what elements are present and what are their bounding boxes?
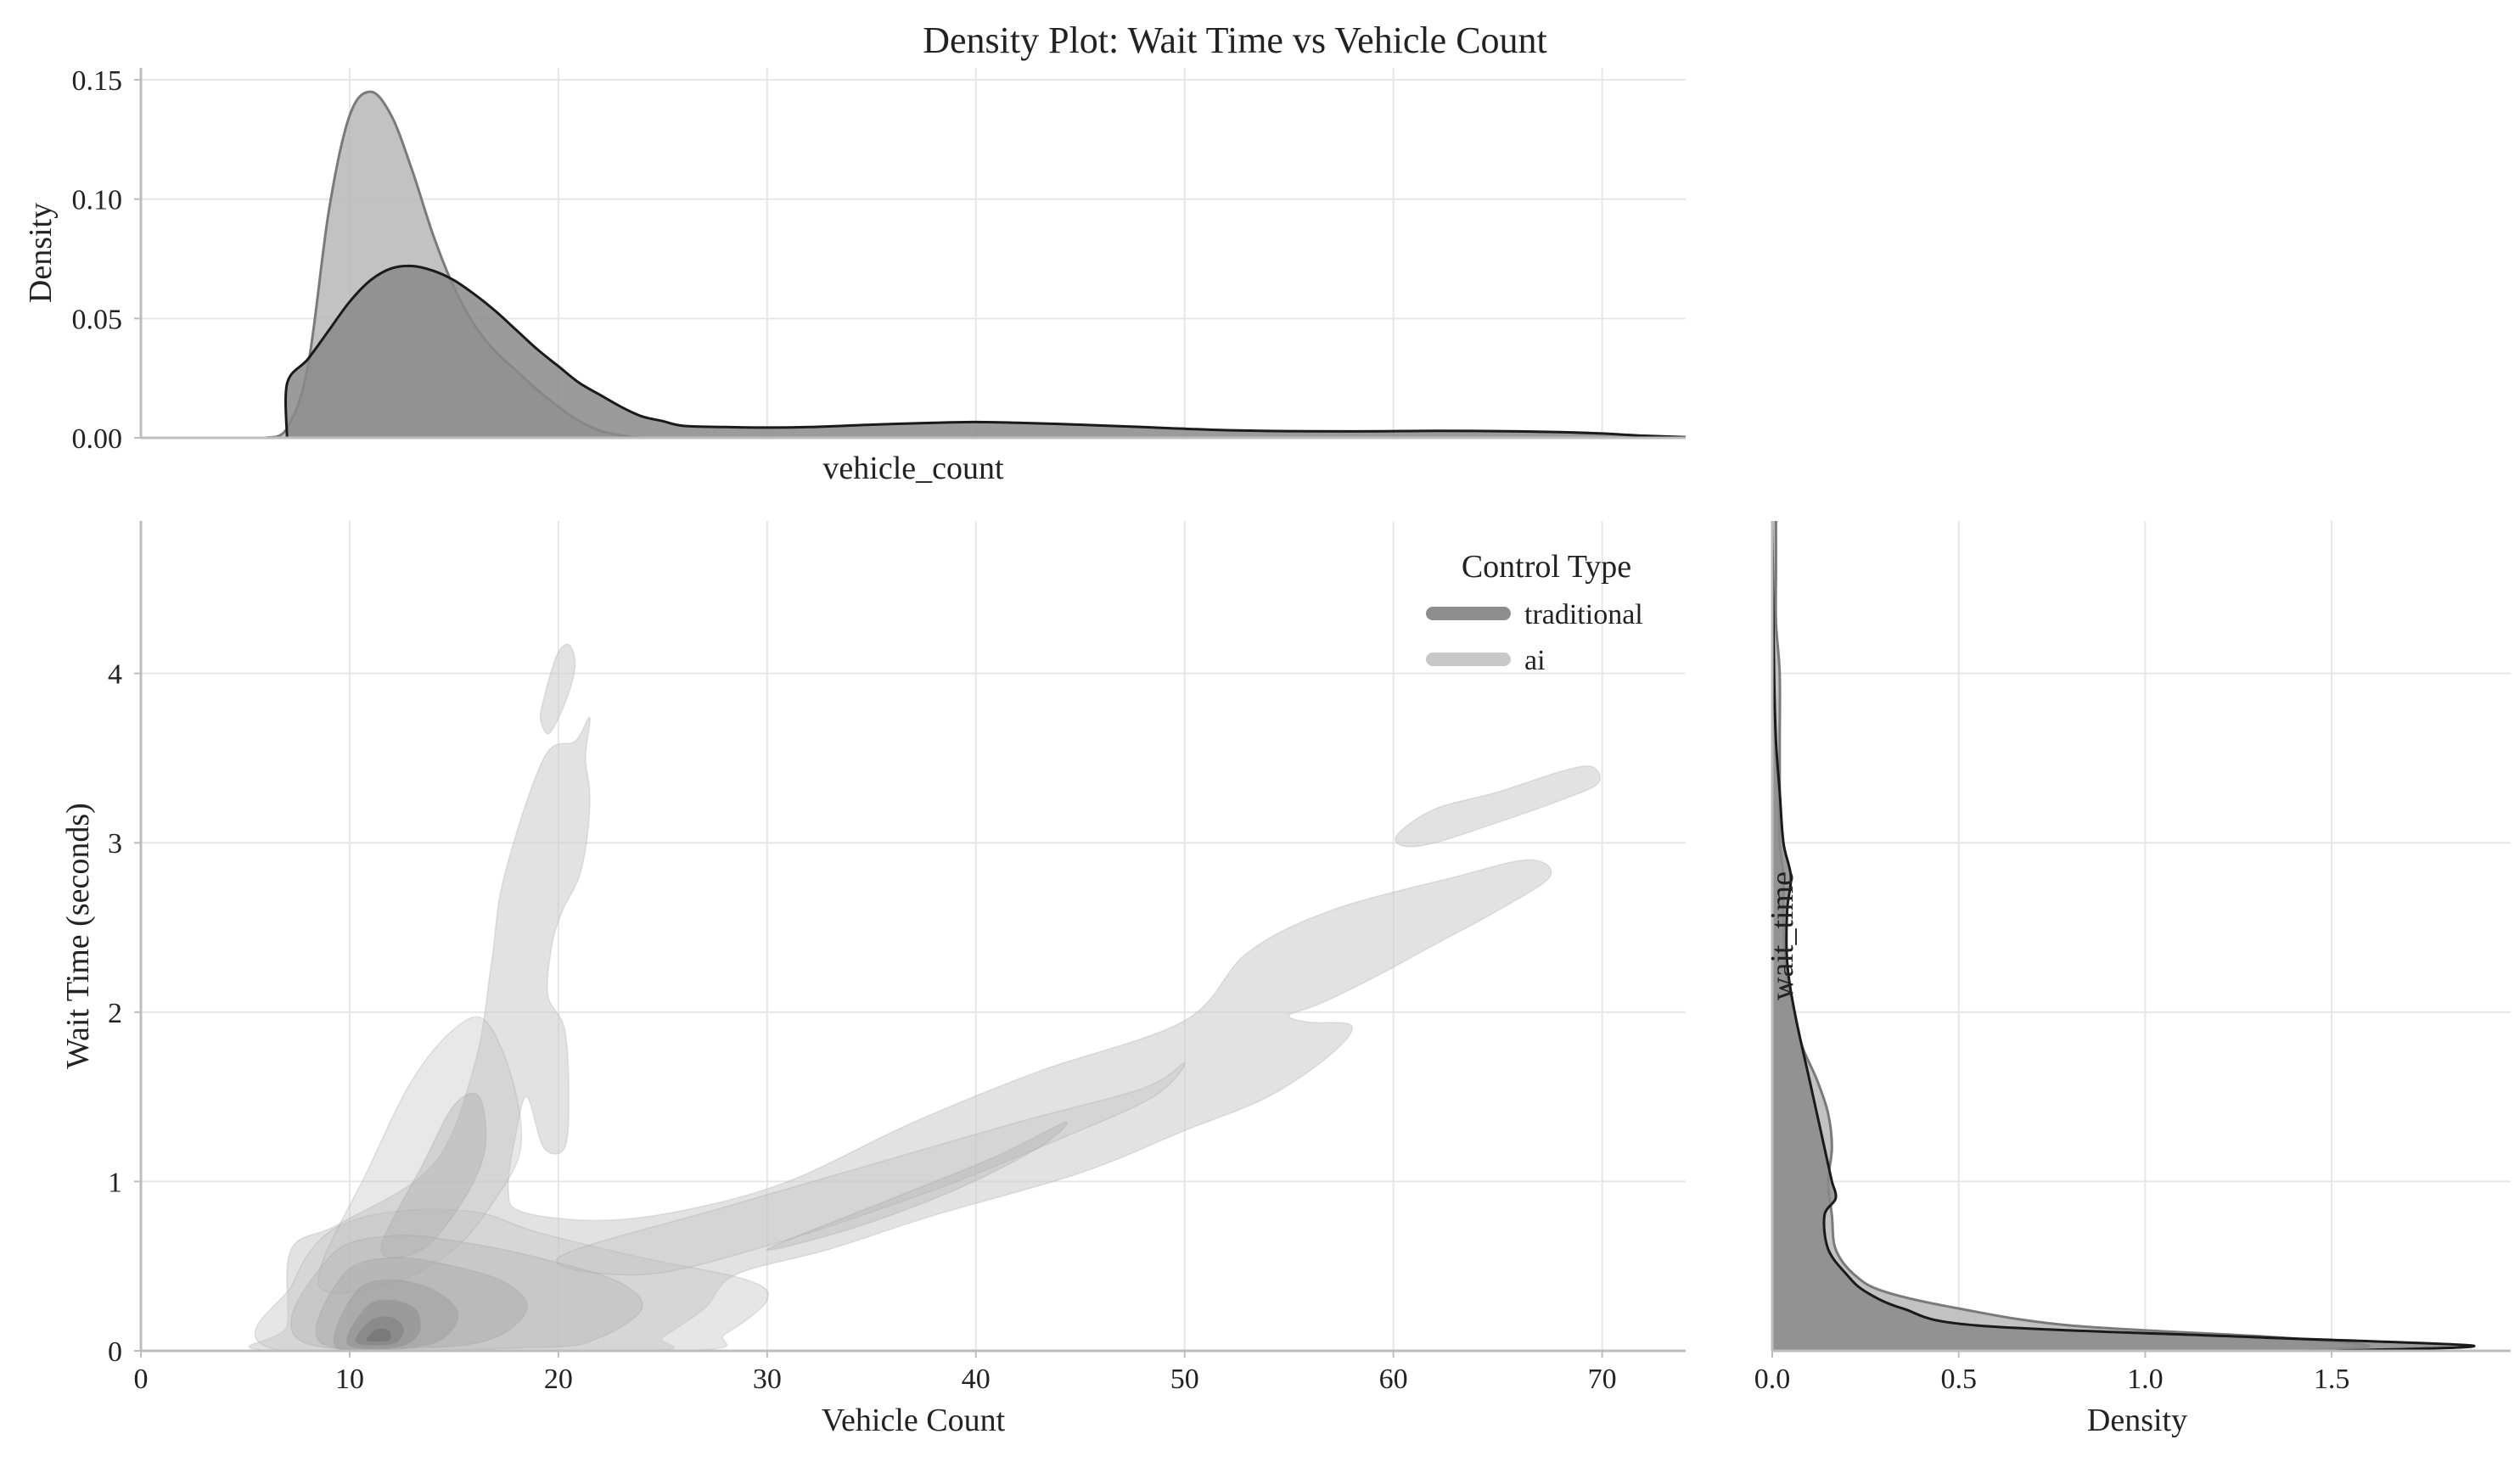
- joint-x-tick-label: 0: [134, 1364, 149, 1395]
- right-x-axis-label: Density: [2087, 1403, 2187, 1438]
- right-x-tick-label: 0.5: [1940, 1364, 1977, 1395]
- kde-contour-right-blob: [1395, 765, 1601, 848]
- right-x-ticks: 0.0 0.5 1.0 1.5: [1754, 1351, 2350, 1395]
- kde-contour-outer-main: [248, 716, 1552, 1351]
- top-density-fill-traditional: [285, 266, 1686, 438]
- right-density-line-traditional: [1772, 521, 2476, 1351]
- kde-contour-core-6: [365, 1327, 393, 1343]
- joint-y-tick-label: 0: [108, 1336, 122, 1368]
- top-density-line-traditional: [284, 264, 1686, 438]
- right-density-fill-ai: [1772, 521, 2370, 1351]
- top-density-areas: [265, 90, 1686, 438]
- joint-x-tick-label: 50: [1170, 1364, 1199, 1395]
- joint-y-tick-label: 2: [108, 998, 122, 1029]
- joint-x-tick-label: 20: [544, 1364, 573, 1395]
- legend: Control Type traditional ai: [1426, 549, 1643, 676]
- joint-x-tick-label: 30: [753, 1364, 782, 1395]
- joint-y-ticks: 0 1 2 3 4: [108, 659, 141, 1368]
- right-x-tick-label: 1.0: [2127, 1364, 2164, 1395]
- top-marginal-panel: 0.00 0.05 0.10 0.15 Density vehicle_count: [23, 65, 1686, 486]
- kde-contour-vertical-band: [317, 1016, 523, 1294]
- joint-x-tick-label: 10: [335, 1364, 364, 1395]
- kde-contour-upper-blob: [539, 643, 576, 735]
- kde-contour-mid-diagonal: [555, 1061, 1186, 1276]
- legend-label-traditional: traditional: [1524, 599, 1643, 630]
- right-gridlines: [1771, 521, 2511, 1352]
- joint-panel: 0 10 20 30 40 50 60 70 0 1 2 3 4 Vehicle Count Wait…: [60, 521, 1686, 1438]
- kde-contour-inner-diagonal: [766, 1121, 1069, 1252]
- joint-y-tick-label: 3: [108, 828, 122, 860]
- top-y-tick-label: 0.00: [72, 423, 123, 455]
- top-y-axis-label: Density: [23, 203, 59, 303]
- kde-contour-vertical-inner: [380, 1092, 487, 1259]
- joint-x-ticks: 0 10 20 30 40 50 60 70: [134, 1351, 1617, 1395]
- joint-x-tick-label: 40: [962, 1364, 991, 1395]
- joint-x-tick-label: 70: [1588, 1364, 1617, 1395]
- chart-title: Density Plot: Wait Time vs Vehicle Count: [923, 20, 1547, 61]
- right-density-line-ai: [1774, 521, 2371, 1351]
- joint-x-axis-label: Vehicle Count: [822, 1403, 1006, 1438]
- joint-y-tick-label: 4: [108, 659, 122, 691]
- joint-kde-contours: [248, 643, 1601, 1351]
- right-x-tick-label: 0.0: [1754, 1364, 1791, 1395]
- right-y-axis-label: wait_time: [1765, 871, 1800, 1000]
- top-y-tick-label: 0.05: [72, 304, 123, 335]
- right-marginal-panel: 0.0 0.5 1.0 1.5 Density wait_time: [1754, 521, 2511, 1438]
- right-x-tick-label: 1.5: [2314, 1364, 2350, 1395]
- legend-label-ai: ai: [1524, 645, 1546, 676]
- joint-y-axis-label: Wait Time (seconds): [60, 803, 96, 1069]
- legend-title: Control Type: [1462, 549, 1631, 585]
- joint-x-tick-label: 60: [1379, 1364, 1408, 1395]
- top-y-tick-label: 0.10: [72, 185, 123, 216]
- top-x-axis-label: vehicle_count: [822, 451, 1004, 486]
- right-density-areas: [1772, 521, 2476, 1351]
- top-y-ticks: 0.00 0.05 0.10 0.15: [72, 65, 141, 455]
- top-y-tick-label: 0.15: [72, 65, 123, 97]
- right-density-fill-traditional: [1772, 521, 2475, 1351]
- joint-y-tick-label: 1: [108, 1167, 122, 1198]
